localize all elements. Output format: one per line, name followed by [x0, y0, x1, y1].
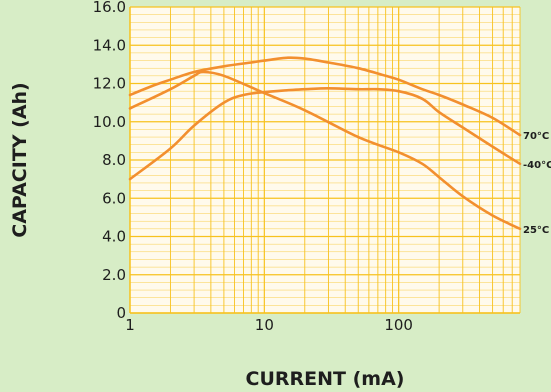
y-tick-label: 16.0	[93, 0, 126, 16]
x-tick-label: 100	[384, 316, 413, 334]
grid	[129, 6, 521, 314]
series-line-1	[128, 70, 522, 231]
series-label-1: 25°C	[523, 225, 549, 236]
y-axis-title: CAPACITY (Ah)	[9, 82, 31, 237]
y-tick-label: 0	[116, 304, 126, 322]
series-label-0: 70°C	[523, 131, 549, 142]
x-tick-label: 10	[255, 316, 274, 334]
y-tick-label: 8.0	[102, 151, 126, 169]
y-tick-label: 2.0	[102, 266, 126, 284]
y-tick-label: 6.0	[102, 189, 126, 207]
y-tick-label: 12.0	[93, 75, 126, 93]
y-tick-label: 4.0	[102, 228, 126, 246]
x-tick-label: 1	[125, 316, 135, 334]
y-tick-label: 14.0	[93, 36, 126, 54]
series-label-2: -40°C	[523, 160, 551, 171]
x-axis-title: CURRENT (mA)	[246, 368, 405, 390]
y-tick-label: 10.0	[93, 113, 126, 131]
series-line-0	[128, 56, 522, 137]
series-line-2	[128, 87, 522, 181]
